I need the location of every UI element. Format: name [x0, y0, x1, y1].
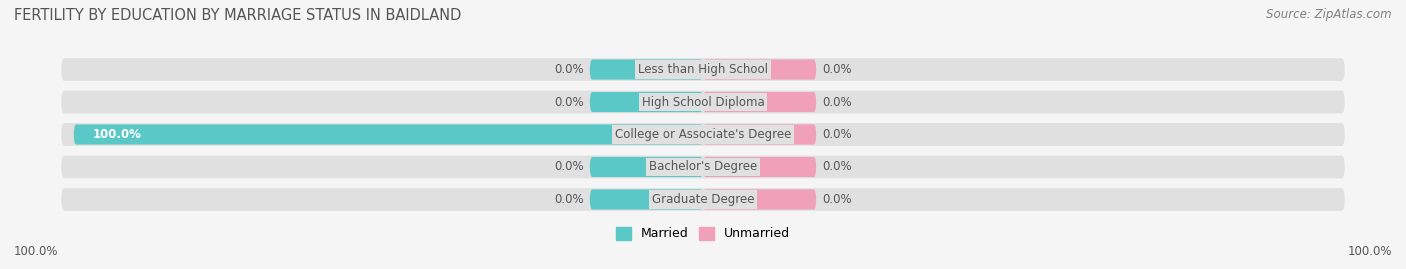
- Text: 0.0%: 0.0%: [554, 63, 583, 76]
- FancyBboxPatch shape: [703, 189, 817, 210]
- Text: 100.0%: 100.0%: [93, 128, 142, 141]
- FancyBboxPatch shape: [60, 155, 1346, 178]
- FancyBboxPatch shape: [589, 189, 703, 210]
- FancyBboxPatch shape: [73, 125, 703, 144]
- FancyBboxPatch shape: [703, 125, 817, 144]
- FancyBboxPatch shape: [60, 58, 1346, 81]
- Text: 0.0%: 0.0%: [554, 95, 583, 108]
- FancyBboxPatch shape: [703, 92, 817, 112]
- FancyBboxPatch shape: [703, 157, 817, 177]
- Text: Bachelor's Degree: Bachelor's Degree: [650, 161, 756, 174]
- Text: 0.0%: 0.0%: [823, 63, 852, 76]
- FancyBboxPatch shape: [60, 188, 1346, 211]
- Text: 100.0%: 100.0%: [14, 245, 59, 258]
- Text: Less than High School: Less than High School: [638, 63, 768, 76]
- Legend: Married, Unmarried: Married, Unmarried: [612, 222, 794, 245]
- Text: 0.0%: 0.0%: [823, 161, 852, 174]
- FancyBboxPatch shape: [60, 91, 1346, 114]
- Text: 100.0%: 100.0%: [1347, 245, 1392, 258]
- Text: 0.0%: 0.0%: [823, 193, 852, 206]
- Text: 0.0%: 0.0%: [554, 193, 583, 206]
- Text: Graduate Degree: Graduate Degree: [652, 193, 754, 206]
- FancyBboxPatch shape: [60, 123, 1346, 146]
- FancyBboxPatch shape: [589, 157, 703, 177]
- Text: 0.0%: 0.0%: [823, 95, 852, 108]
- Text: 0.0%: 0.0%: [823, 128, 852, 141]
- Text: 0.0%: 0.0%: [554, 161, 583, 174]
- Text: College or Associate's Degree: College or Associate's Degree: [614, 128, 792, 141]
- FancyBboxPatch shape: [589, 59, 703, 80]
- Text: High School Diploma: High School Diploma: [641, 95, 765, 108]
- FancyBboxPatch shape: [703, 59, 817, 80]
- Text: FERTILITY BY EDUCATION BY MARRIAGE STATUS IN BAIDLAND: FERTILITY BY EDUCATION BY MARRIAGE STATU…: [14, 8, 461, 23]
- Text: Source: ZipAtlas.com: Source: ZipAtlas.com: [1267, 8, 1392, 21]
- FancyBboxPatch shape: [589, 92, 703, 112]
